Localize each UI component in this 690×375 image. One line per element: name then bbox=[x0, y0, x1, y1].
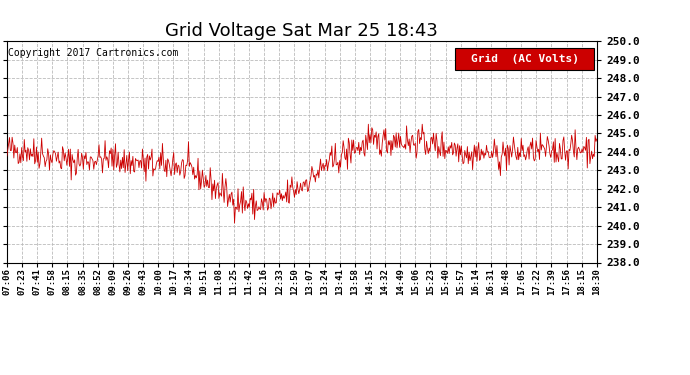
Text: Copyright 2017 Cartronics.com: Copyright 2017 Cartronics.com bbox=[8, 48, 179, 58]
FancyBboxPatch shape bbox=[455, 48, 594, 70]
Text: Grid  (AC Volts): Grid (AC Volts) bbox=[471, 54, 579, 64]
Title: Grid Voltage Sat Mar 25 18:43: Grid Voltage Sat Mar 25 18:43 bbox=[166, 22, 438, 40]
